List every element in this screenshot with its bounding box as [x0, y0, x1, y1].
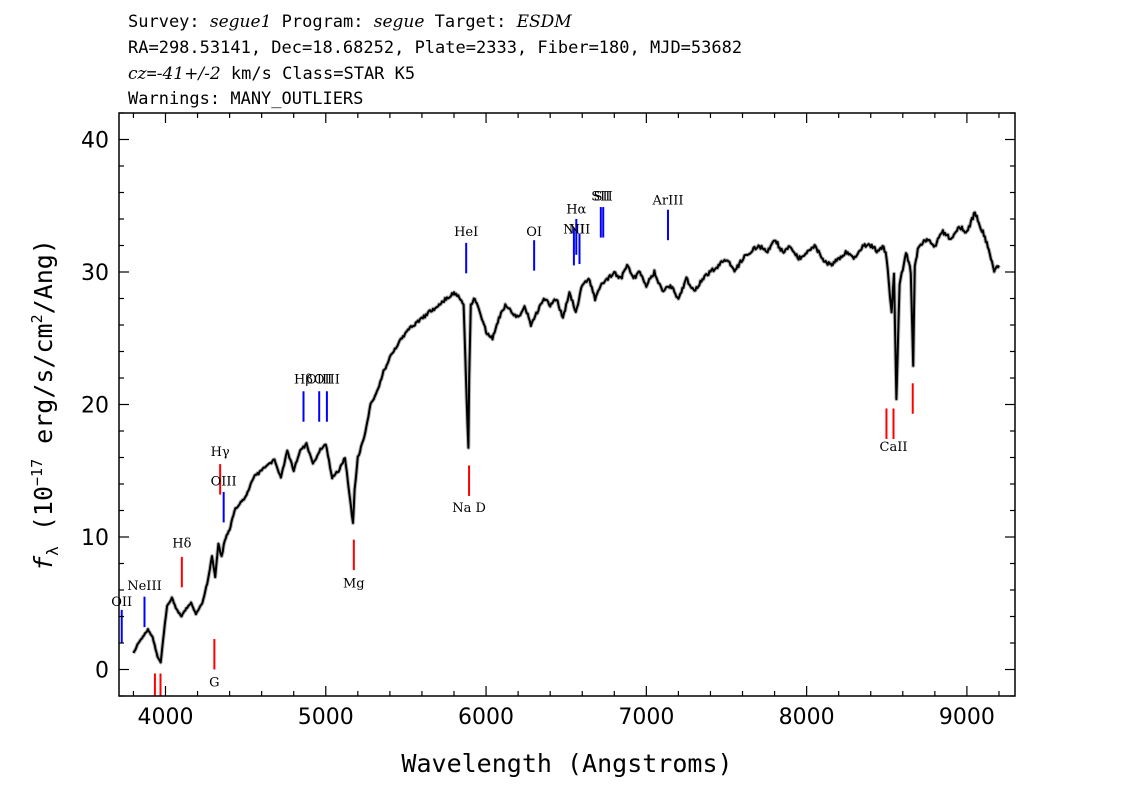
x-tick-label: 8000: [779, 705, 835, 730]
line-label-3: Hγ: [211, 445, 230, 460]
line-label-4: OIII: [211, 474, 237, 489]
x-axis-title: Wavelength (Angstroms): [401, 749, 732, 778]
error-band: [131, 210, 1001, 665]
header-line-coordinates: RA=298.53141, Dec=18.68252, Plate=2333, …: [128, 38, 742, 58]
plot-frame: [118, 112, 1016, 697]
y-tick-label: 20: [81, 394, 109, 419]
target-value: ESDM: [516, 12, 573, 32]
y-axis-title-end: /Ang): [29, 239, 58, 314]
plot-axes: 4000 5000 6000 7000 8000 9000 0 10 20 30 40: [81, 112, 1016, 730]
line-label-7: OIII: [314, 372, 340, 387]
chart-header: Survey: segue1 Program: segue Target: ES…: [128, 12, 742, 109]
spectrum-line: [132, 211, 1000, 664]
line-label-19: Mg: [343, 576, 365, 591]
y-axis-title-sub: λ: [43, 546, 62, 556]
line-label-18: G: [209, 676, 219, 691]
plot-marks: [131, 210, 1001, 665]
line-label-22: CaII: [880, 440, 908, 455]
x-tick-label: 4000: [137, 705, 193, 730]
program-label: Program:: [271, 12, 373, 32]
y-axis-title-mid: (10: [29, 486, 58, 546]
line-label-9: OI: [526, 225, 542, 240]
y-axis-title: fλ (10−17 erg/s/cm2/Ang): [28, 239, 62, 571]
y-axis-title-exp2: 2: [28, 314, 46, 323]
x-tick-label: 6000: [458, 705, 514, 730]
header-line-redshift: cz=-41+/-2 km/s Class=STAR K5: [128, 64, 415, 84]
program-value: segue: [374, 12, 425, 32]
line-label-6: OIII: [306, 372, 332, 387]
line-label-11: Hα: [566, 203, 586, 218]
line-label-8: HeI: [454, 225, 478, 240]
line-label-1: NeIII: [127, 579, 161, 594]
line-label-13: SII: [591, 189, 610, 204]
x-tick-label: 9000: [939, 705, 995, 730]
x-tick-label: 7000: [618, 705, 674, 730]
line-label-5: Hβ: [294, 372, 313, 387]
line-label-2: Hδ: [172, 537, 191, 552]
y-axis-title-exp: −17: [28, 459, 46, 486]
y-tick-label: 0: [95, 659, 109, 684]
cz-equals: =: [146, 64, 156, 84]
header-line-warnings: Warnings: MANY_OUTLIERS: [128, 89, 363, 109]
survey-label: Survey:: [128, 12, 210, 32]
cz-value: -41+/-2: [157, 64, 221, 84]
y-axis-title-unit: erg/s/cm: [29, 323, 58, 458]
y-tick-label: 40: [81, 129, 109, 154]
line-label-14: SII: [594, 189, 613, 204]
y-axis-title-prefix: f: [29, 555, 58, 571]
header-line-survey: Survey: segue1 Program: segue Target: ES…: [128, 12, 572, 32]
target-label: Target:: [424, 12, 516, 32]
x-tick-label: 5000: [298, 705, 354, 730]
cz-class: km/s Class=STAR K5: [221, 64, 415, 84]
y-tick-label: 30: [81, 261, 109, 286]
line-label-20: Na D: [452, 501, 486, 516]
line-label-15: ArIII: [651, 193, 683, 208]
y-tick-label: 10: [81, 526, 109, 551]
line-label-12: NII: [569, 223, 591, 238]
survey-value: segue1: [210, 12, 272, 32]
cz-label: cz: [128, 64, 148, 84]
line-label-0: OII: [111, 595, 132, 610]
